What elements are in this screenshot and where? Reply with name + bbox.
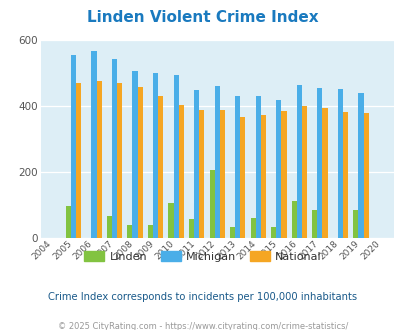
Bar [296, 85, 301, 238]
Bar [168, 203, 173, 238]
Text: Crime Index corresponds to incidents per 100,000 inhabitants: Crime Index corresponds to incidents per… [48, 292, 357, 302]
Bar [158, 96, 163, 238]
Bar [362, 113, 368, 238]
Bar [76, 83, 81, 238]
Bar [147, 225, 153, 238]
Bar [199, 110, 204, 238]
Bar [188, 219, 194, 238]
Bar [234, 96, 240, 238]
Bar [291, 201, 296, 238]
Bar [337, 89, 342, 238]
Bar [271, 227, 275, 238]
Bar [260, 115, 265, 238]
Bar [173, 75, 178, 238]
Bar [230, 227, 234, 238]
Text: © 2025 CityRating.com - https://www.cityrating.com/crime-statistics/: © 2025 CityRating.com - https://www.city… [58, 322, 347, 330]
Bar [281, 111, 286, 238]
Bar [194, 90, 199, 238]
Bar [352, 210, 358, 238]
Bar [311, 210, 317, 238]
Bar [178, 105, 183, 238]
Bar [255, 96, 260, 238]
Bar [342, 112, 347, 238]
Bar [275, 100, 281, 238]
Bar [96, 81, 101, 238]
Bar [219, 110, 224, 238]
Bar [137, 87, 143, 238]
Bar [71, 55, 76, 238]
Bar [322, 108, 327, 238]
Bar [112, 59, 117, 238]
Bar [301, 106, 306, 238]
Bar [66, 206, 71, 238]
Bar [209, 170, 214, 238]
Text: Linden Violent Crime Index: Linden Violent Crime Index [87, 10, 318, 25]
Bar [91, 51, 96, 238]
Bar [214, 86, 219, 238]
Bar [117, 83, 122, 238]
Bar [127, 225, 132, 238]
Bar [107, 216, 112, 238]
Bar [132, 71, 137, 238]
Bar [250, 218, 255, 238]
Bar [153, 73, 158, 238]
Bar [240, 117, 245, 238]
Bar [317, 88, 322, 238]
Legend: Linden, Michigan, National: Linden, Michigan, National [79, 247, 326, 267]
Bar [358, 93, 362, 238]
